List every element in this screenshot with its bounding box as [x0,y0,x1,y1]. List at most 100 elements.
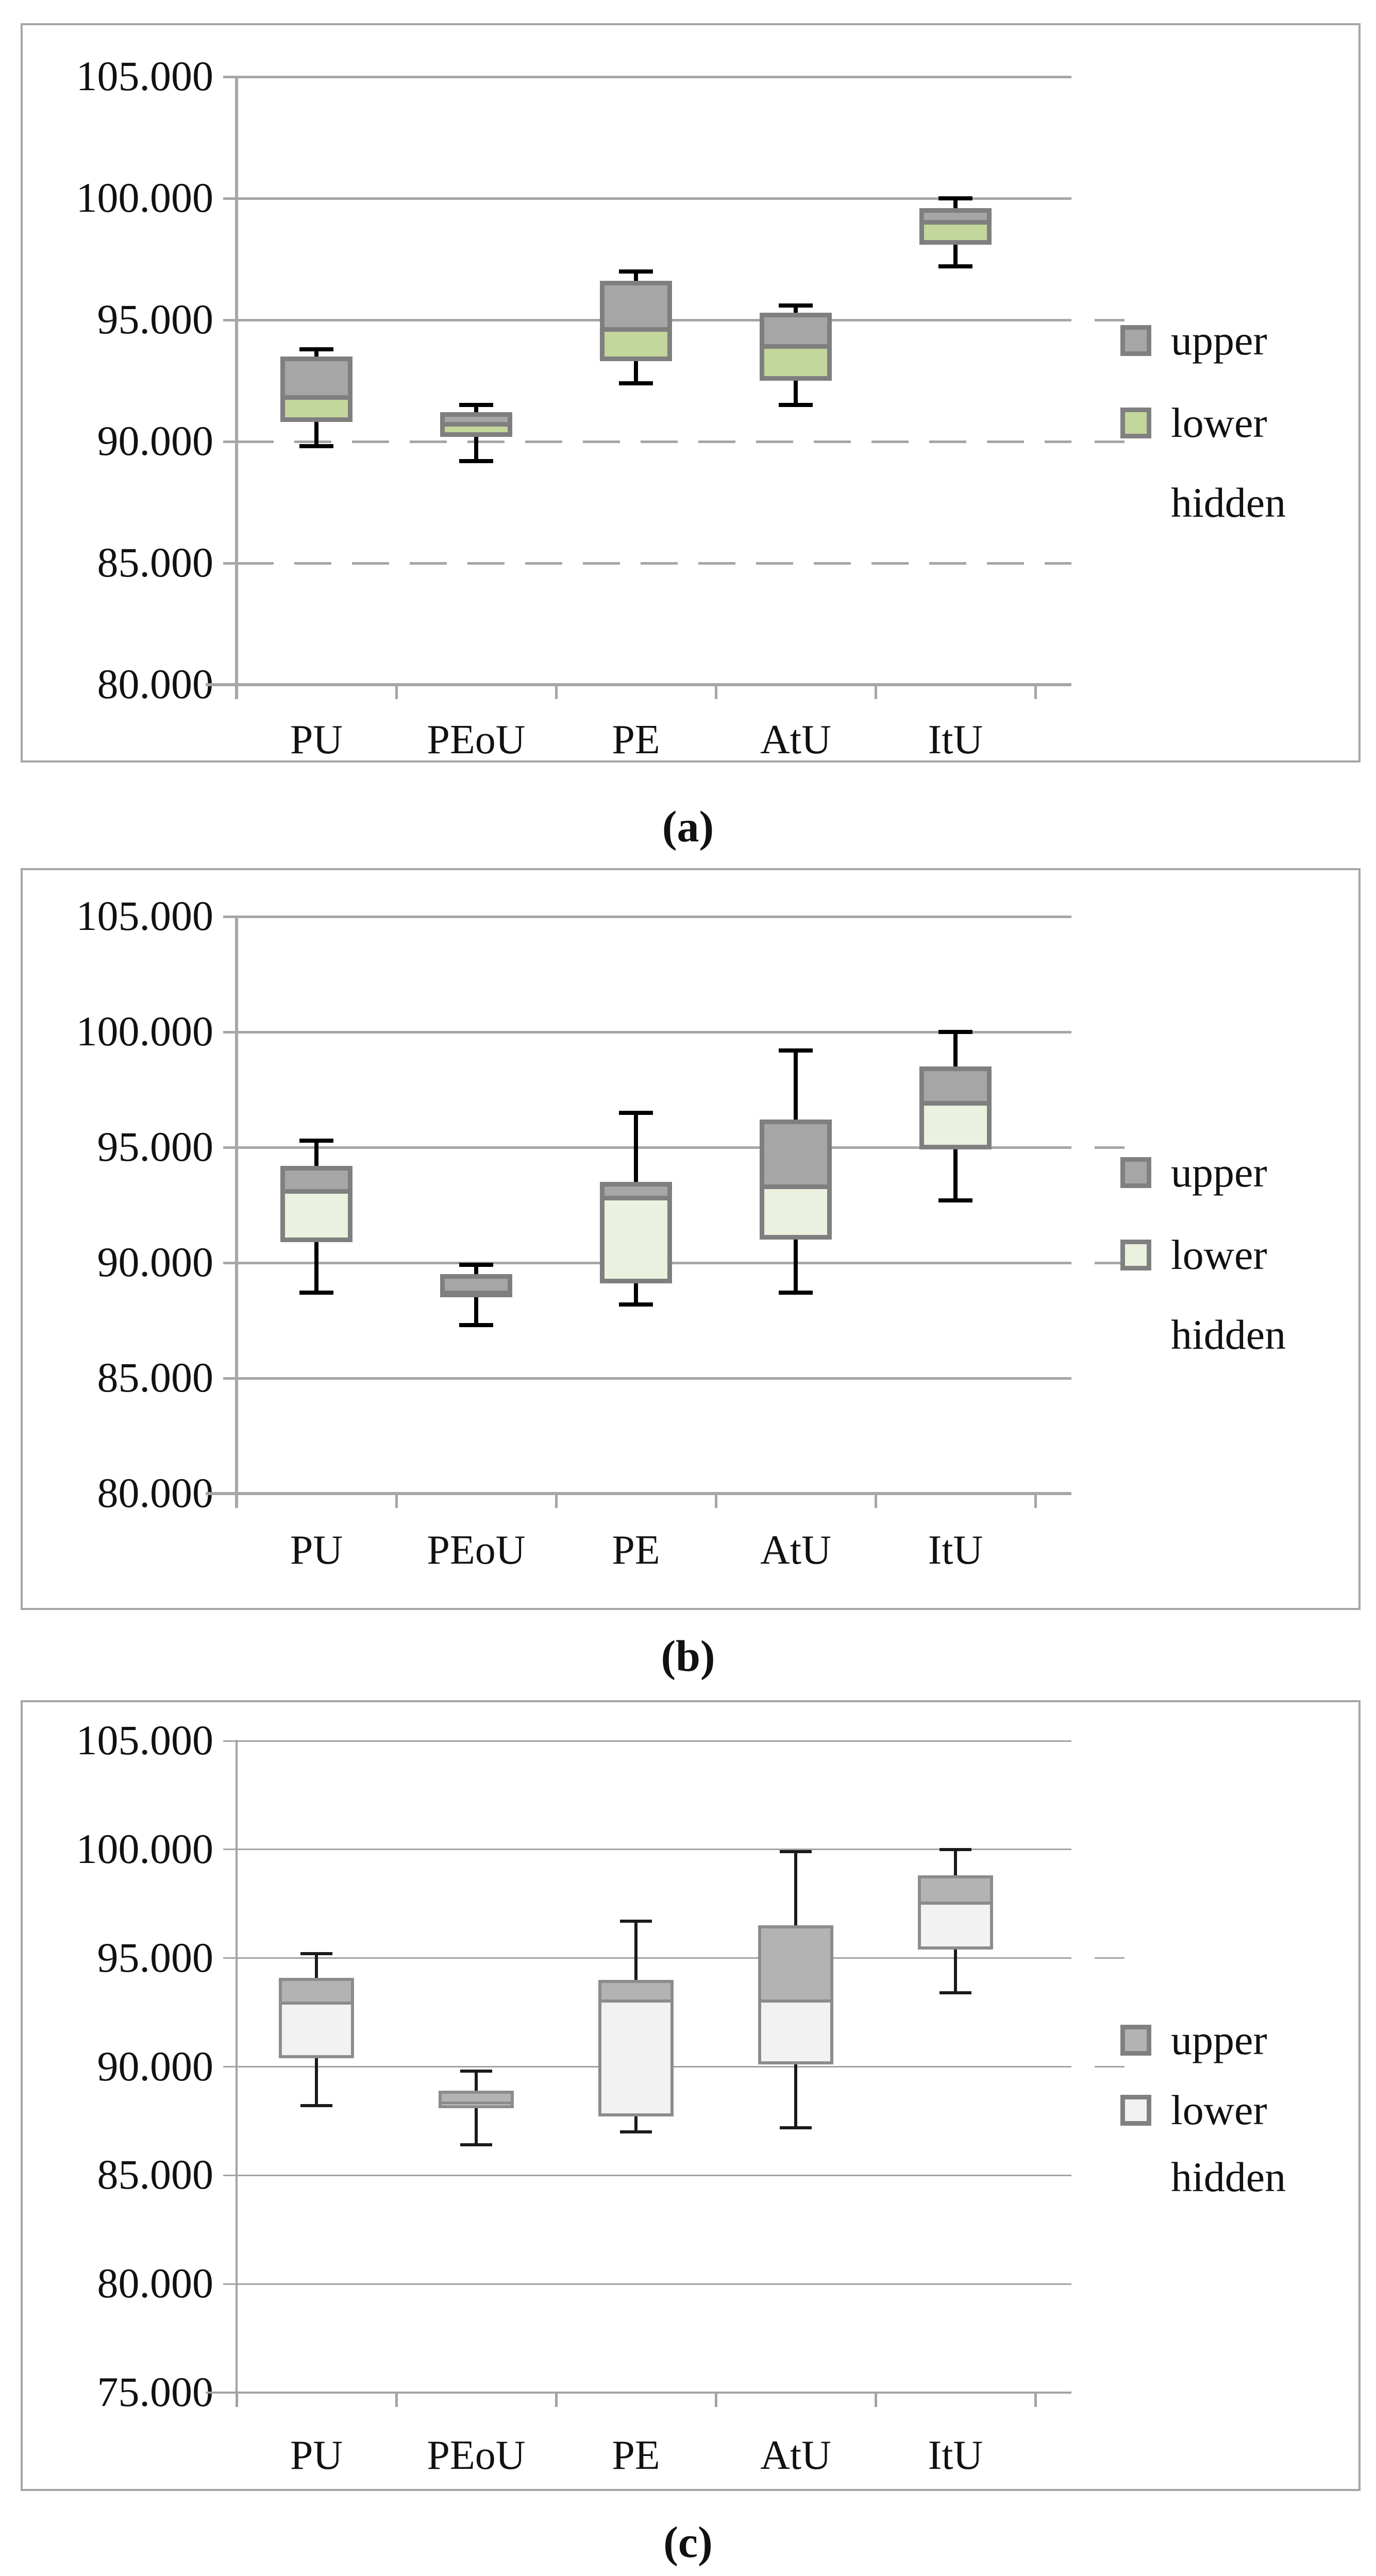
x-axis-tick [395,1494,398,1508]
box-upper-segment [285,1170,348,1189]
x-axis-tick [236,685,238,699]
y-axis-tick [223,197,237,200]
box-plot-box [440,1274,512,1298]
x-category-label: ItU [928,717,983,762]
box-upper-segment [764,317,827,345]
box-whisker-cap [300,2104,332,2108]
legend-item-label: lower [1171,1231,1267,1278]
box-whisker-cap [299,1291,333,1295]
legend-item: hidden [1120,480,1357,533]
y-axis-tick [223,1740,237,1742]
legend-item-label: upper [1171,2016,1267,2063]
box-median-line [445,422,508,427]
box-whisker-cap [459,1263,493,1267]
box-median-line [285,1189,348,1194]
box-plot-box [439,2090,514,2108]
box-plot-box [600,281,672,362]
x-category-label: ItU [928,1528,983,1573]
box-median-line [924,220,987,225]
box-whisker-cap [779,1291,813,1295]
x-category-label: ItU [928,2433,983,2478]
y-axis-tick [223,1377,237,1380]
plot-gridline [237,915,1071,918]
y-axis-tick [223,1957,237,1959]
y-axis-line [236,1740,238,2407]
box-upper-segment [605,1187,667,1196]
x-axis-tick [1034,685,1037,699]
y-axis-line [235,76,238,699]
x-category-label: AtU [760,2433,831,2478]
box-whisker-cap [938,1198,972,1203]
y-tick-label: 95.000 [97,296,214,343]
x-axis-tick [715,2393,717,2407]
box-whisker-cap [938,196,972,200]
x-category-label: PEoU [427,1528,526,1573]
x-axis-tick [555,685,558,699]
x-category-label: AtU [760,717,831,762]
figure-caption-a: (a) [662,802,714,851]
plot-gridline [237,2174,1071,2176]
plot-gridline [237,1740,1071,1742]
box-whisker-cap [939,1848,971,1851]
x-axis-tick [236,1494,238,1508]
y-tick-label: 80.000 [97,2260,214,2307]
y-tick-label: 85.000 [97,539,214,586]
box-upper-segment [924,212,987,221]
box-whisker-cap [300,1952,332,1956]
x-category-label: AtU [760,1528,831,1573]
y-axis-tick [223,2066,237,2067]
y-tick-label: 90.000 [97,417,214,464]
chart-panel-a: 105.000 100.000 95.000 90.000 85.000 80.000 PU… [21,23,1361,762]
box-whisker-cap [460,2069,492,2073]
x-category-label: PEoU [427,2433,526,2478]
y-tick-label: 90.000 [97,1239,214,1285]
legend-swatch [1120,2095,1151,2126]
box-plot-box [279,1977,354,2058]
box-plot-box [918,1875,993,1950]
box-plot-box [280,1165,353,1242]
legend-item-label: hidden [1171,1311,1286,1358]
y-tick-label: 90.000 [97,2042,214,2090]
y-tick-label: 95.000 [97,1123,214,1170]
box-median-line [285,395,348,400]
box-upper-segment [921,1878,990,1902]
y-tick-label: 100.000 [76,1008,214,1055]
box-whisker-cap [939,1991,971,1995]
box-plot-box [280,356,353,422]
plot-gridline [237,440,1071,443]
x-category-label: PU [290,2433,343,2478]
box-median-line [282,2001,351,2005]
y-axis-tick [223,1146,237,1149]
y-tick-label: 105.000 [76,1717,214,1764]
x-axis-tick [875,1494,877,1508]
box-median-line [605,1196,667,1201]
box-whisker-cap [459,459,493,463]
legend-swatch [1120,1240,1151,1270]
box-whisker-cap [299,347,333,351]
box-whisker-cap [779,303,813,308]
box-median-line [605,327,667,332]
box-upper-segment [761,1928,830,1999]
box-whisker-cap [459,1323,493,1327]
box-upper-segment [924,1071,987,1101]
box-upper-segment [605,285,667,328]
y-axis-tick [223,2174,237,2176]
box-plot-box [600,1182,672,1284]
plot-gridline [237,1957,1071,1959]
plot-gridline [237,1849,1071,1851]
legend-item: upper [1120,1150,1357,1203]
box-whisker-cap [299,444,333,449]
x-category-label: PE [612,1528,660,1573]
box-upper-segment [442,2093,511,2102]
y-axis-tick [223,1030,237,1033]
y-axis-tick [223,1261,237,1264]
box-upper-segment [764,1124,827,1184]
x-axis-tick [715,1494,717,1508]
y-axis-tick [223,318,237,321]
y-tick-label: 95.000 [97,1934,214,1981]
box-whisker-cap [938,264,972,269]
box-median-line [761,1999,830,2003]
x-category-label: PEoU [427,717,526,762]
x-category-label: PU [290,1528,343,1573]
